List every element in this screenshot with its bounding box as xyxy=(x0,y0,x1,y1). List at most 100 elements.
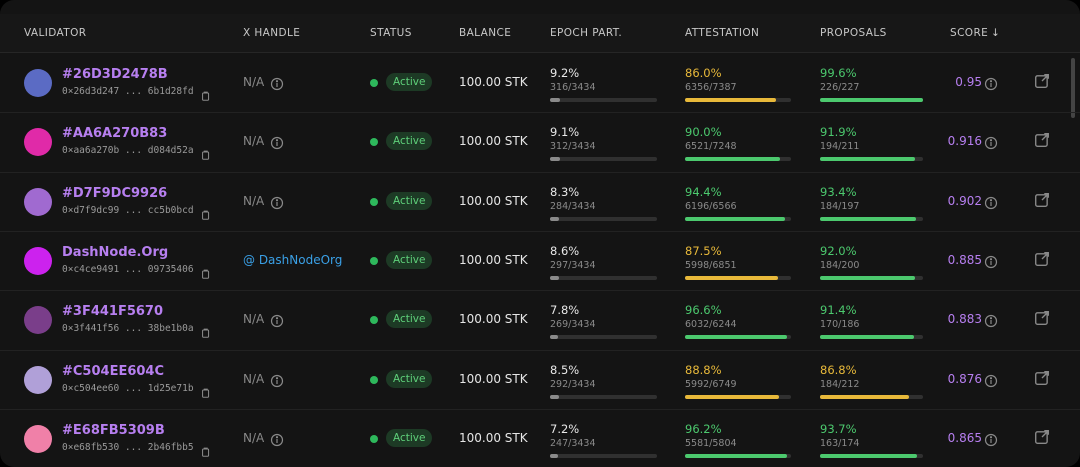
attestation-bar xyxy=(685,157,781,162)
external-link[interactable] xyxy=(1034,192,1050,208)
avatar xyxy=(24,306,52,335)
external-link[interactable] xyxy=(1034,73,1050,89)
score: 0.865 xyxy=(947,430,982,445)
proposals-track xyxy=(820,453,923,458)
validator-name[interactable]: #3F441F5670 xyxy=(62,304,164,320)
copy-icon[interactable] xyxy=(200,206,212,220)
copy-icon[interactable] xyxy=(200,443,212,457)
external-link[interactable] xyxy=(1034,310,1050,326)
copy-icon[interactable] xyxy=(200,324,212,338)
epoch-percent: 7.2% xyxy=(550,421,580,436)
validator-name[interactable]: #C504EE604C xyxy=(62,363,165,379)
epoch-percent: 7.8% xyxy=(550,303,580,318)
x-handle: N/A xyxy=(243,371,265,386)
epoch-count: 269/3434 xyxy=(550,319,596,331)
attestation-count: 5581/5804 xyxy=(685,437,737,449)
proposals-track xyxy=(820,335,923,340)
x-handle[interactable]: @ DashNodeOrg xyxy=(243,252,343,267)
proposals-count: 184/197 xyxy=(820,200,860,212)
attestation-percent: 96.2% xyxy=(685,421,722,436)
validator-address: 0×e68fb530 ... 2b46fbb5 xyxy=(62,441,194,453)
external-link[interactable] xyxy=(1034,251,1050,267)
copy-icon[interactable] xyxy=(200,384,212,398)
proposals-bar xyxy=(820,453,917,458)
validator-name[interactable]: #D7F9DC9926 xyxy=(62,185,168,201)
copy-icon[interactable] xyxy=(200,146,212,161)
row-divider xyxy=(0,112,1080,114)
scrollbar[interactable] xyxy=(1071,58,1075,118)
copy-icon[interactable] xyxy=(200,87,212,101)
epoch-bar xyxy=(550,453,558,458)
attestation-bar xyxy=(685,335,788,340)
attestation-track xyxy=(685,157,791,162)
column-header: STATUS xyxy=(370,27,412,39)
attestation-bar xyxy=(685,275,778,280)
info-icon[interactable] xyxy=(984,195,998,209)
epoch-bar xyxy=(550,275,560,280)
external-link[interactable] xyxy=(1034,132,1050,148)
balance: 100.00 STK xyxy=(459,193,528,208)
info-icon[interactable] xyxy=(270,135,284,150)
status-dot xyxy=(370,138,378,147)
attestation-percent: 87.5% xyxy=(685,243,722,258)
proposals-count: 184/200 xyxy=(820,259,860,271)
x-handle: N/A xyxy=(243,75,265,89)
avatar xyxy=(24,365,52,394)
epoch-percent: 9.1% xyxy=(550,125,580,140)
info-icon[interactable] xyxy=(984,254,998,268)
external-link[interactable] xyxy=(1034,429,1050,445)
info-icon[interactable] xyxy=(270,432,284,446)
info-icon[interactable] xyxy=(984,313,998,328)
row-divider xyxy=(0,408,1080,410)
attestation-bar xyxy=(685,453,787,458)
info-icon[interactable] xyxy=(984,432,998,446)
proposals-percent: 93.4% xyxy=(820,184,857,199)
validator-name[interactable]: #E68FB5309B xyxy=(62,422,165,438)
column-header: EPOCH PART. xyxy=(550,27,623,39)
status-dot xyxy=(370,79,378,87)
proposals-count: 226/227 xyxy=(820,82,860,93)
attestation-track xyxy=(685,453,791,458)
status-badge: Active xyxy=(386,369,433,388)
attestation-bar xyxy=(685,98,777,102)
balance: 100.00 STK xyxy=(459,134,528,149)
attestation-track xyxy=(685,216,791,221)
info-icon[interactable] xyxy=(270,313,284,328)
column-header: ATTESTATION xyxy=(685,27,760,39)
info-icon[interactable] xyxy=(984,135,998,150)
validator-name[interactable]: DashNode.Org xyxy=(62,244,169,260)
avatar xyxy=(24,246,52,275)
epoch-count: 316/3434 xyxy=(550,82,596,93)
attestation-track xyxy=(685,275,791,280)
status-dot xyxy=(370,434,378,443)
row-divider xyxy=(0,230,1080,232)
validator-address: 0×c4ce9491 ... 09735406 xyxy=(62,263,194,275)
epoch-track xyxy=(550,157,657,162)
info-icon[interactable] xyxy=(984,76,998,91)
score: 0.883 xyxy=(947,312,982,327)
info-icon[interactable] xyxy=(270,195,284,209)
epoch-track xyxy=(550,335,657,340)
proposals-bar xyxy=(820,157,915,162)
info-icon[interactable] xyxy=(984,373,998,387)
info-icon[interactable] xyxy=(270,373,284,387)
validator-name[interactable]: #AA6A270B83 xyxy=(62,126,168,142)
validator-address: 0×c504ee60 ... 1d25e71b xyxy=(62,382,194,394)
attestation-percent: 90.0% xyxy=(685,125,722,140)
proposals-count: 184/212 xyxy=(820,378,860,390)
proposals-track xyxy=(820,216,923,221)
external-link[interactable] xyxy=(1034,370,1050,386)
proposals-percent: 99.6% xyxy=(820,66,857,80)
attestation-track xyxy=(685,98,791,102)
validator-name[interactable]: #26D3D2478B xyxy=(62,67,168,82)
column-header: PROPOSALS xyxy=(820,27,887,39)
info-icon[interactable] xyxy=(270,76,284,91)
validator-address: 0×3f441f56 ... 38be1b0a xyxy=(62,323,194,335)
proposals-percent: 86.8% xyxy=(820,362,857,377)
balance: 100.00 STK xyxy=(459,75,528,89)
sort-arrow[interactable]: ↓ xyxy=(991,27,1001,39)
score: 0.95 xyxy=(955,75,982,89)
copy-icon[interactable] xyxy=(200,265,212,279)
proposals-percent: 92.0% xyxy=(820,243,857,258)
